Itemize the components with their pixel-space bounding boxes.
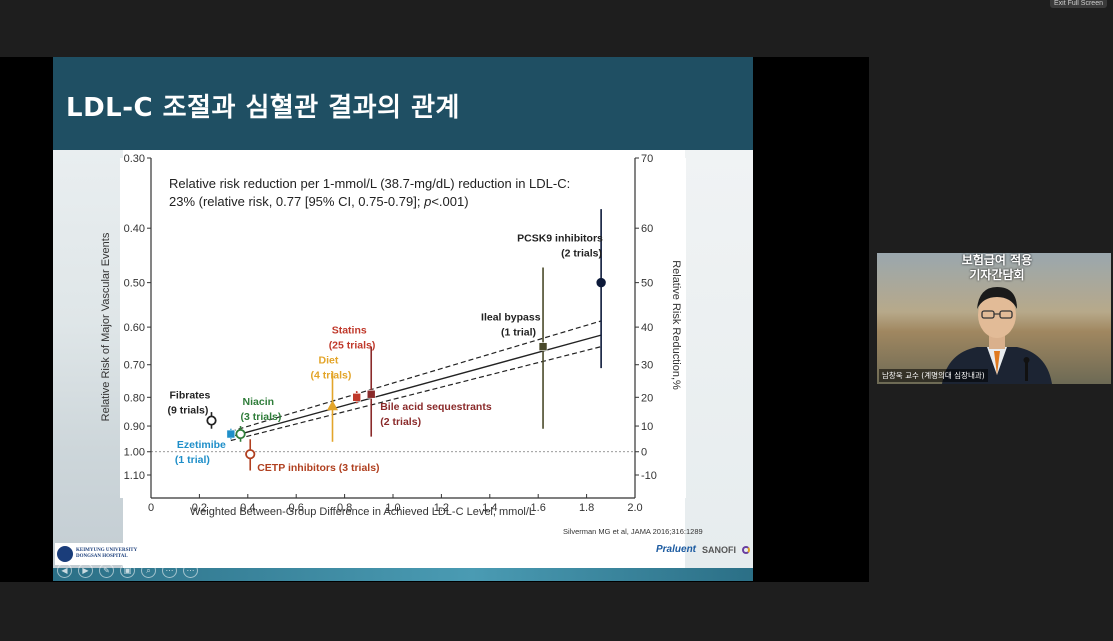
x-tick-label: 1.2 [434,502,449,514]
x-tick-label: 1.0 [385,502,400,514]
annotation-line-1: Relative risk reduction per 1-mmol/L (38… [169,176,570,191]
sanofi-mark-icon [742,545,751,554]
label-niacin: Niacin [243,396,275,408]
label-diet: Diet [319,354,339,366]
x-tick-label: 0.2 [192,502,207,514]
banner-line-1: 보험급여 적용 [961,253,1033,267]
y-tick-label: 1.10 [124,470,145,482]
sanofi-logo: SANOFI [702,544,737,555]
sponsor-brands: Praluent SANOFI [656,544,751,555]
point-ileal-bypass [538,342,548,351]
video-background-banner: 보험급여 적용 기자간담회 [917,253,1077,287]
slide-footer-bar [53,568,753,581]
sublabel-niacin: (3 trials) [241,411,282,423]
label-statins: Statins [332,324,367,336]
participant-name-tag: 남창욱 교수 (계명의대 심장내과) [879,369,988,382]
university-logo: KEIMYUNG UNIVERSITY DONGSAN HOSPITAL [55,543,151,565]
label-pcsk9-inhibitors: PCSK9 inhibitors [517,233,603,245]
x-tick-label: 0.8 [337,502,352,514]
regression-line [230,334,602,438]
slideshow-control-4[interactable]: ⌕ [141,563,156,578]
x-tick-label: 1.6 [531,502,546,514]
y-tick-label: 1.00 [124,447,145,459]
label-ezetimibe: Ezetimibe [177,439,226,451]
x-tick-label: 2.0 [627,502,642,514]
x-axis-title: Weighted Between-Group Difference in Ach… [190,506,536,518]
sublabel-diet: (4 trials) [311,369,352,381]
y2-axis-title: Relative Risk Reduction,% [670,260,682,390]
logo-text-2: DONGSAN HOSPITAL [76,554,128,559]
slideshow-control-6[interactable]: ⋯ [183,563,198,578]
ldl-risk-chart: 0.300.400.500.600.700.800.901.001.107060… [100,153,686,514]
slide-header: LDL-C 조절과 심혈관 결과의 관계 [53,57,753,150]
y-tick-label: 0.70 [124,360,145,372]
point-statins [352,393,362,402]
presentation-slide: LDL-C 조절과 심혈관 결과의 관계 0.30 0.40 0.50 0.60 0.7… [53,57,753,581]
slideshow-controls: ◀ ▶ ✎ ▣ ⌕ ⋯ ⋯ [57,563,198,578]
y2-tick-label: 50 [641,278,653,290]
y-tick-label: 0.30 [124,153,145,165]
participant-video-tile[interactable]: 보험급여 적용 기자간담회 남창욱 교수 (계명의대 심장내과) [877,253,1111,384]
label-ileal-bypass: Ileal bypass [481,312,541,324]
y2-tick-label: 70 [641,153,653,165]
x-tick-label: 0.4 [240,502,255,514]
y2-tick-label: 20 [641,392,653,404]
y-tick-label: 0.40 [124,223,145,235]
sublabel-statins: (25 trials) [329,339,376,351]
point-niacin [235,428,246,440]
y-tick-label: 0.80 [124,392,145,404]
y-tick-label: 0.60 [124,322,145,334]
label-fibrates: Fibrates [170,390,211,402]
slideshow-control-2[interactable]: ✎ [99,563,114,578]
praluent-logo: Praluent [656,544,697,555]
point-ezetimibe [226,429,236,439]
plot-area [120,158,686,498]
x-tick-label: 1.4 [482,502,497,514]
slide-title: LDL-C 조절과 심혈관 결과의 관계 [66,93,460,123]
sublabel-ezetimibe: (1 trial) [175,454,210,466]
point-pcsk9-inhibitors [596,277,606,288]
x-tick-label: 0 [148,502,154,514]
logo-text-1: KEIMYUNG UNIVERSITY [76,548,138,553]
sublabel-fibrates: (9 trials) [168,405,209,417]
ci-upper-line [230,320,602,432]
y2-tick-label: -10 [641,470,657,482]
y2-tick-label: 0 [641,447,647,459]
label-bile-acid-sequestrants: Bile acid sequestrants [380,401,492,413]
slide-background-left [53,150,123,581]
sublabel-pcsk9-inhibitors: (2 trials) [561,248,602,260]
y2-tick-label: 60 [641,223,653,235]
citation: Silverman MG et al, JAMA 2016;316:1289 [563,527,703,536]
slideshow-control-5[interactable]: ⋯ [162,563,177,578]
slideshow-control-3[interactable]: ▣ [120,563,135,578]
point-fibrates [206,415,217,426]
y2-tick-label: 30 [641,360,653,372]
slide-background-right [685,150,753,581]
point-diet [327,400,338,411]
x-tick-label: 1.8 [579,502,594,514]
point-bile-acid-sequestrants [366,389,376,399]
x-tick-label: 0.6 [289,502,304,514]
university-seal-icon [57,546,73,562]
label-cetp-inhibitors-3-trials: CETP inhibitors (3 trials) [257,462,379,474]
point-cetp-inhibitors-3-trials [245,449,256,460]
y-axis-title: Relative Risk of Major Vascular Events [100,232,112,421]
y-tick-label: 0.90 [124,421,145,433]
slideshow-control-0[interactable]: ◀ [57,563,72,578]
presenter-avatar [942,287,1052,384]
slideshow-control-1[interactable]: ▶ [78,563,93,578]
sublabel-bile-acid-sequestrants: (2 trials) [380,416,421,428]
sublabel-ileal-bypass: (1 trial) [501,327,536,339]
y2-tick-label: 10 [641,421,653,433]
annotation-line-2: 23% (relative risk, 0.77 [95% CI, 0.75-0… [169,194,469,209]
y2-tick-label: 40 [641,322,653,334]
banner-line-2: 기자간담회 [969,268,1025,282]
exit-fullscreen-button[interactable]: Exit Full Screen [1049,0,1107,8]
y-tick-label: 0.50 [124,278,145,290]
